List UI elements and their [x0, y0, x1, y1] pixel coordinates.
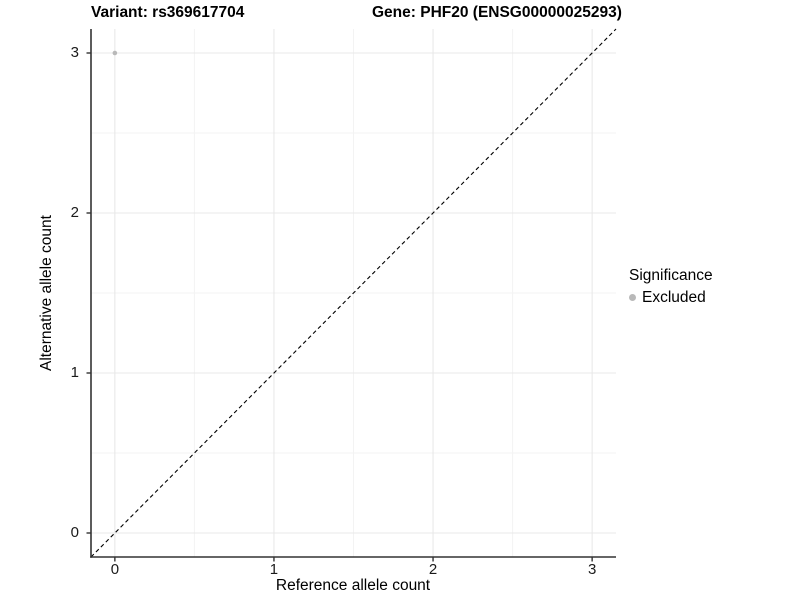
y-axis-title: Alternative allele count: [38, 215, 55, 371]
x-axis-title: Reference allele count: [275, 577, 431, 594]
legend: Significance Excluded: [629, 267, 713, 307]
plot-title-gene: Gene: PHF20 (ENSG00000025293): [372, 4, 622, 21]
x-tick-label: 1: [269, 561, 279, 578]
y-tick-label: 0: [70, 524, 79, 541]
x-tick-label: 2: [428, 561, 438, 578]
identity-dashed-line: [90, 28, 617, 558]
y-tick-label: 1: [70, 364, 79, 381]
legend-point-icon: [629, 294, 636, 301]
x-tick-label: 0: [110, 561, 120, 578]
legend-item-excluded: Excluded: [629, 288, 713, 307]
y-tick-label: 3: [70, 44, 79, 61]
data-point-excluded: [112, 50, 118, 56]
legend-title: Significance: [629, 267, 713, 284]
legend-item-label: Excluded: [642, 288, 706, 306]
y-tick-label: 2: [70, 204, 79, 221]
x-tick-label: 3: [587, 561, 597, 578]
legend-items: Excluded: [629, 288, 713, 307]
plot-title-variant: Variant: rs369617704: [91, 4, 245, 21]
